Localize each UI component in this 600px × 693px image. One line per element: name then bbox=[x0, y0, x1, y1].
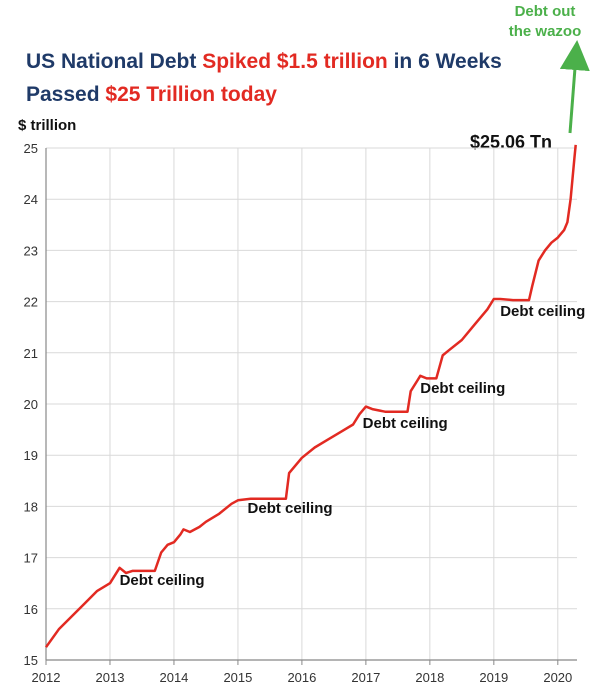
y-tick-label: 17 bbox=[24, 551, 38, 566]
x-tick-label: 2015 bbox=[223, 670, 252, 685]
title-segment: Passed bbox=[26, 83, 106, 106]
series-line bbox=[44, 144, 577, 648]
title-segment: US National Debt bbox=[26, 50, 203, 73]
green-arrow bbox=[559, 40, 590, 134]
debt-ceiling-label: Debt ceiling bbox=[247, 499, 333, 517]
debt-ceiling-label: Debt ceiling bbox=[500, 302, 586, 320]
title-segment: $25 Trillion today bbox=[105, 83, 277, 106]
title-segment: Spiked $1.5 trillion bbox=[202, 50, 388, 73]
y-tick-label: 19 bbox=[24, 448, 38, 463]
y-tick-label: 21 bbox=[24, 346, 38, 361]
y-axis-label: $ trillion bbox=[18, 117, 77, 134]
debt-ceiling-label: Debt ceiling bbox=[119, 571, 205, 589]
end-value-label: $25.06 Tn bbox=[470, 132, 553, 152]
debt-ceiling-label: Debt ceiling bbox=[420, 379, 506, 397]
x-tick-label: 2014 bbox=[159, 670, 188, 685]
y-tick-label: 16 bbox=[24, 602, 38, 617]
x-tick-label: 2013 bbox=[96, 670, 125, 685]
chart-title-line1: US National Debt Spiked $1.5 trillion in… bbox=[26, 50, 502, 74]
y-tick-label: 25 bbox=[24, 141, 38, 156]
title-segment: in 6 Weeks bbox=[387, 50, 502, 73]
x-tick-label: 2018 bbox=[415, 670, 444, 685]
x-tick-label: 2020 bbox=[543, 670, 572, 685]
y-tick-label: 20 bbox=[24, 397, 38, 412]
debt-ceiling-label: Debt ceiling bbox=[362, 415, 448, 433]
x-tick-label: 2017 bbox=[351, 670, 380, 685]
annotation-wazoo: the wazoo bbox=[508, 23, 582, 40]
x-tick-label: 2012 bbox=[32, 670, 61, 685]
y-tick-label: 22 bbox=[24, 295, 38, 310]
tick-labels: 15 16 17 18 19 20 21 22 23 24 25 2012 2013 2014 2015 20… bbox=[24, 141, 573, 685]
chart-title-line2: Passed $25 Trillion today bbox=[26, 83, 277, 107]
axes bbox=[45, 148, 577, 665]
y-tick-label: 18 bbox=[24, 499, 38, 514]
annotation-debt-out: Debt out bbox=[514, 3, 576, 20]
x-tick-label: 2019 bbox=[479, 670, 508, 685]
y-tick-label: 24 bbox=[24, 192, 38, 207]
x-tick-label: 2016 bbox=[287, 670, 316, 685]
y-tick-label: 23 bbox=[24, 243, 38, 258]
y-tick-label: 15 bbox=[24, 653, 38, 668]
